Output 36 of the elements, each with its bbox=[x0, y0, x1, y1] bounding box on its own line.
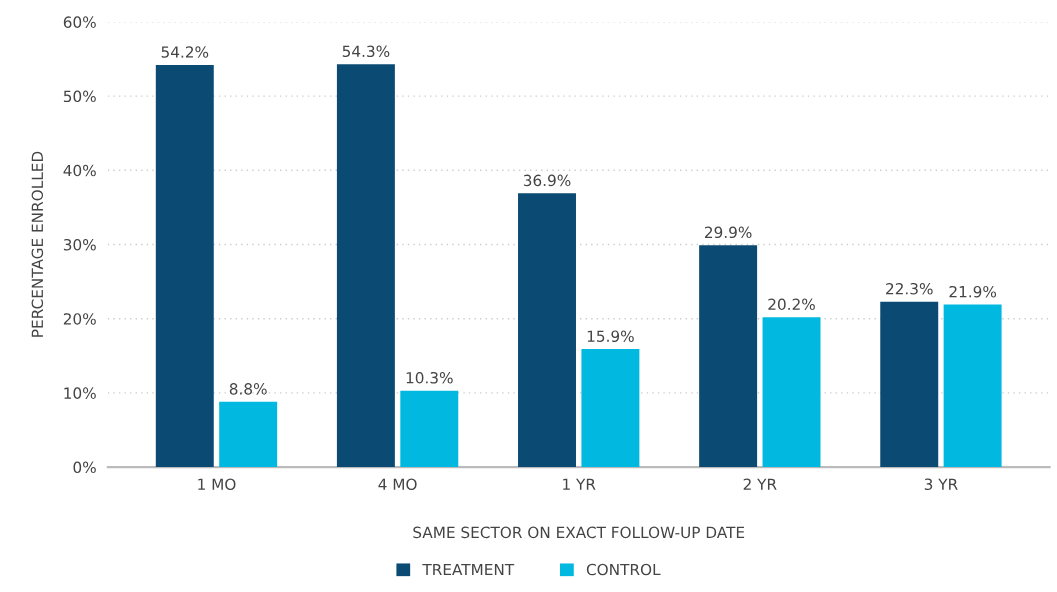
data-label: 20.2% bbox=[768, 298, 815, 311]
x-tick-label: 2 YR bbox=[743, 478, 777, 490]
y-tick-label: 60% bbox=[63, 16, 96, 28]
y-tick-label: 20% bbox=[63, 313, 96, 325]
bar bbox=[581, 349, 640, 468]
y-tick-label: 30% bbox=[63, 238, 96, 251]
bar bbox=[155, 64, 214, 468]
y-tick-label: 0% bbox=[73, 461, 96, 474]
x-axis-title: SAME SECTOR ON EXACT FOLLOW-UP DATE bbox=[413, 526, 745, 539]
x-tick-label: 4 MO bbox=[378, 478, 417, 491]
data-label: 54.3% bbox=[342, 45, 390, 58]
bar bbox=[518, 193, 576, 468]
y-tick-label: 40% bbox=[63, 164, 96, 177]
x-tick-label: 1 MO bbox=[198, 478, 236, 491]
bar bbox=[336, 64, 395, 468]
bar bbox=[880, 301, 939, 468]
bar bbox=[219, 401, 278, 468]
data-label: 54.2% bbox=[161, 46, 209, 58]
bar bbox=[699, 245, 758, 468]
legend-label: TREATMENT bbox=[422, 563, 515, 576]
bar bbox=[943, 304, 1002, 468]
data-label: 36.9% bbox=[523, 174, 571, 187]
bar bbox=[762, 317, 821, 468]
y-axis-title: PERCENTAGE ENROLLED bbox=[31, 151, 44, 337]
y-tick-label: 50% bbox=[63, 90, 96, 103]
x-tick-label: 1 YR bbox=[563, 478, 596, 490]
data-label: 15.9% bbox=[587, 330, 634, 342]
y-tick-label: 10% bbox=[64, 387, 96, 399]
legend-label: CONTROL bbox=[586, 563, 661, 576]
data-label: 29.9% bbox=[704, 226, 752, 239]
x-tick-label: 3 YR bbox=[924, 478, 958, 491]
bar bbox=[400, 390, 459, 468]
data-label: 22.3% bbox=[886, 282, 933, 295]
data-label: 8.8% bbox=[229, 383, 267, 395]
data-label: 10.3% bbox=[406, 371, 453, 384]
data-label: 21.9% bbox=[949, 285, 997, 298]
